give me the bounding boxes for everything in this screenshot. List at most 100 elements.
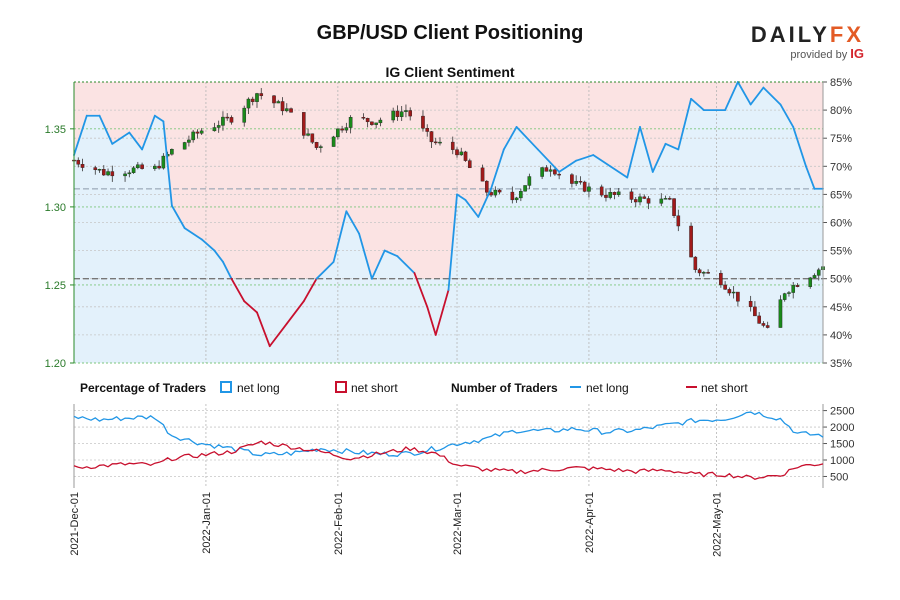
net-long-pct-segment (285, 300, 305, 325)
candle-body (791, 285, 796, 293)
candle-body (216, 125, 221, 128)
candle-body (659, 198, 664, 204)
candle-body (723, 284, 727, 290)
candle-body (370, 121, 374, 125)
candle-body (302, 112, 306, 136)
candle-body (642, 196, 647, 199)
candle-body (259, 93, 264, 96)
candle-body (689, 225, 693, 258)
candle-body (727, 289, 732, 294)
x-tick-label: 2022-May-01 (712, 492, 724, 557)
candle-body (310, 133, 315, 143)
candle-body (646, 198, 651, 204)
x-tick-label: 2022-Mar-01 (452, 492, 464, 555)
net-long-pct-segment (456, 193, 467, 201)
net-long-pct-segment (315, 260, 335, 280)
net-long-traders-line (73, 411, 824, 457)
net-long-pct-segment (490, 148, 505, 190)
net-long-pct-segment (128, 131, 143, 151)
net-long-pct-segment (370, 249, 386, 280)
candle-body (255, 93, 259, 102)
net-long-pct-segment (345, 210, 361, 235)
candle-body (599, 186, 604, 196)
candle-body (319, 146, 323, 148)
net-long-pct-segment (358, 232, 373, 280)
traders-line-layer (73, 411, 824, 481)
net-long-pct-segment (413, 272, 429, 308)
candle-body (374, 122, 378, 125)
legend-pct-long-label: net long (237, 381, 280, 395)
candle-body (795, 285, 800, 287)
logo-wordmark: DAILYFX (750, 22, 864, 47)
candle-body (455, 149, 459, 156)
net-long-pct-segment (626, 126, 641, 179)
traders-axis-label: 500 (830, 471, 848, 483)
net-long-pct-segment (73, 114, 88, 156)
right-axis-label: 70% (830, 161, 852, 173)
net-long-pct-segment (536, 148, 561, 173)
net-long-pct-segment (749, 86, 765, 106)
net-short-traders-line (73, 440, 824, 481)
net-long-area (74, 82, 823, 363)
candle-body (336, 128, 340, 138)
net-long-pct-segment (243, 300, 258, 314)
right-axis-label: 35% (830, 358, 852, 370)
net-long-pct-segment (805, 165, 816, 190)
traders-panel-frame (74, 404, 823, 488)
candle-body (225, 116, 230, 119)
candle-body (365, 118, 370, 123)
right-axis-label: 65% (830, 189, 852, 201)
net-long-pct-segment (477, 187, 492, 218)
net-long-pct-segment (639, 126, 654, 173)
net-long-pct-segment (609, 165, 629, 179)
candle-body (429, 131, 434, 143)
net-long-pct-segment (396, 255, 416, 274)
candle-body (408, 110, 412, 117)
x-tick-label: 2021-Dec-01 (69, 492, 81, 556)
legend-pct-short-swatch (335, 381, 347, 393)
candle-body (787, 292, 791, 294)
candle-body (480, 167, 485, 182)
axis-layer: 35% 40% 45% 50% 55% 60% 65% 70% 75% 80% 85% 1.20 1.2… (45, 77, 853, 370)
candle-body (450, 141, 455, 150)
net-long-pct-segment (230, 277, 246, 303)
candle-body (404, 110, 408, 112)
net-long-pct-segment (651, 142, 667, 173)
net-long-pct-segment (762, 86, 782, 106)
net-long-pct-segment (268, 322, 288, 348)
right-axis-label: 85% (830, 77, 852, 89)
net-long-pct-segment (222, 260, 233, 280)
candle-body (246, 98, 251, 109)
candle-body (76, 159, 81, 165)
candle-body (425, 128, 430, 132)
candle-body (616, 191, 621, 195)
candle-body (170, 149, 174, 155)
net-long-pct-segment (98, 114, 114, 145)
candle-body (633, 199, 638, 203)
right-axis-label: 40% (830, 330, 852, 342)
candle-body (582, 181, 587, 192)
candle-body (93, 167, 98, 171)
candle-body (527, 176, 532, 186)
net-long-pct-segment (558, 159, 578, 173)
date-axis-layer: 2021-Dec-01 2022-Jan-01 2022-Feb-01 2022-Ma… (69, 492, 724, 557)
sentiment-line-layer (73, 81, 824, 348)
net-long-pct-segment (332, 210, 348, 263)
candle-body (663, 198, 668, 200)
candle-body (514, 197, 519, 201)
net-long-pct-segment (724, 81, 739, 111)
candle-body (706, 272, 710, 274)
candle-body (344, 127, 349, 131)
legend-num-long-label: net long (586, 381, 629, 395)
legend-num-heading: Number of Traders (451, 381, 558, 395)
net-long-pct-segment (592, 154, 612, 168)
net-long-pct-segment (200, 238, 216, 252)
candle-body (748, 301, 753, 308)
candle-body (361, 117, 366, 119)
candle-body (604, 194, 608, 198)
candle-body (182, 142, 187, 150)
left-axis-label: 1.30 (45, 202, 66, 214)
candle-body (731, 291, 736, 294)
candle-body (106, 171, 110, 176)
candle-body (523, 185, 527, 192)
